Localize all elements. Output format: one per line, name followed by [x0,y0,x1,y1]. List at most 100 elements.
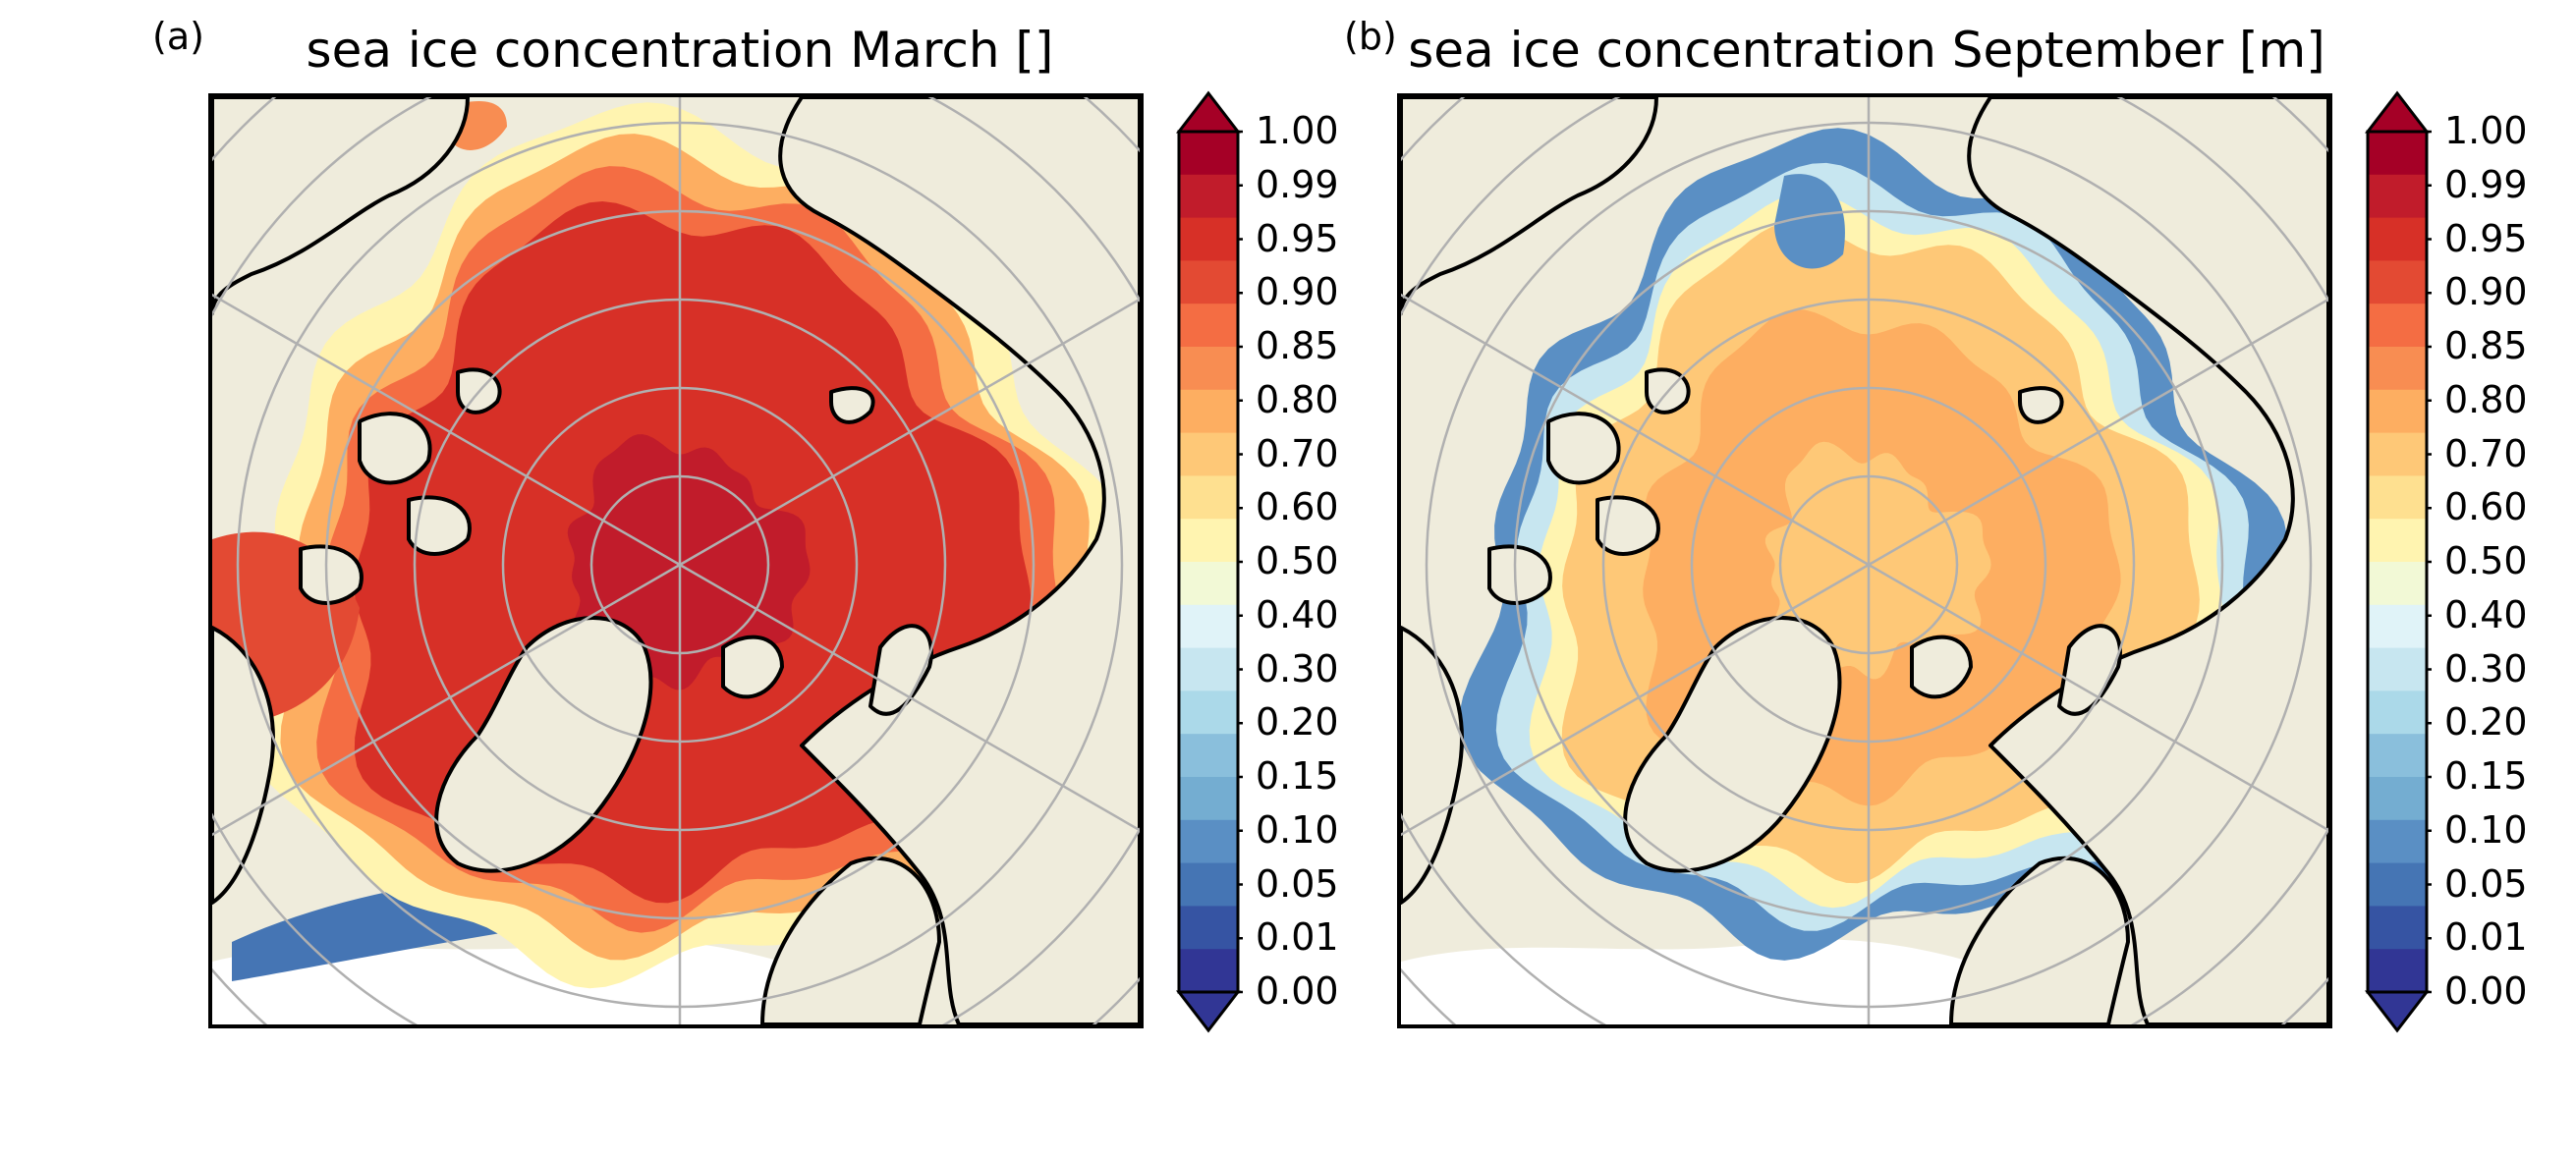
colorbar-tick-label: 0.40 [1256,592,1339,636]
colorbar-tick-label: 0.95 [1256,216,1339,260]
colorbar-under-triangle [2364,990,2431,1033]
colorbar-segment [1179,475,1238,520]
landmass [1949,856,2130,1024]
colorbar-segment [2368,819,2427,864]
landmass [299,544,364,605]
colorbar-tick-label: 0.30 [2444,646,2528,690]
colorbar-tick-label: 0.05 [2444,861,2528,906]
colorbar-tick-label: 1.00 [2444,109,2528,152]
landmass [721,635,784,699]
colorbar-segment [2368,132,2427,176]
colorbar-segment [2368,562,2427,606]
panel-a-colorbar [1175,90,1243,1033]
colorbar-under-triangle [1175,990,1242,1033]
colorbar-segment [1179,217,1238,261]
landmass [1546,412,1621,485]
panel-b-title: sea ice concentration September [m] [1408,22,2325,79]
colorbar-segment [2368,475,2427,520]
landmass [1910,635,1973,699]
colorbar-segment [2368,647,2427,691]
colorbar-tick-label: 0.70 [2444,431,2528,475]
colorbar-tick-label: 0.15 [1256,754,1339,798]
meridian-gridline [679,563,1140,832]
colorbar-segment [1179,389,1238,434]
colorbar-segment [1179,604,1238,649]
landmass [1487,544,1552,605]
colorbar-over-triangle [1175,90,1242,134]
colorbar-segment [1179,304,1238,348]
colorbar-segment [1179,562,1238,606]
meridian-gridline [1401,293,1870,567]
colorbar-segment [2368,862,2427,907]
meridian-gridline [679,298,1140,567]
colorbar-segment [2368,304,2427,348]
panel-b-colorbar [2364,90,2432,1033]
landmass [778,97,1140,1024]
colorbar-tick-label: 0.20 [2444,700,2528,745]
colorbar-segment [1179,777,1238,821]
colorbar-tick-label: 0.01 [1256,915,1339,960]
meridian-gridline [1868,563,2328,832]
colorbar-segment [2368,432,2427,476]
colorbar-tick-label: 0.90 [2444,270,2528,314]
colorbar-segment [2368,389,2427,434]
colorbar-tick-label: 0.80 [1256,377,1339,421]
colorbar-tick-label: 0.10 [1256,807,1339,852]
landmass [358,412,432,485]
colorbar-tick-label: 0.00 [1256,969,1339,1013]
colorbar-segment [1179,734,1238,778]
colorbar-tick-label: 1.00 [1256,109,1339,152]
colorbar-tick-label: 0.50 [2444,539,2528,582]
colorbar-segment [1179,519,1238,563]
landmass [829,386,875,424]
colorbar-tick-label: 0.60 [1256,485,1339,529]
landmass [868,624,933,716]
panel-a-map-svg [212,97,1140,1024]
colorbar-segment [1179,862,1238,907]
colorbar-tick-label: 0.95 [2444,216,2528,260]
colorbar-segment [2368,347,2427,391]
colorbar-segment [1179,174,1238,219]
colorbar-segment [1179,432,1238,476]
colorbar-segment [2368,519,2427,563]
colorbar-segment [1179,347,1238,391]
landmass [1596,495,1660,556]
colorbar-segment [1179,260,1238,304]
colorbar-tick-label: 0.01 [2444,915,2528,960]
colorbar-segment [2368,217,2427,261]
landmass [407,495,472,556]
meridian-gridline [212,293,681,567]
colorbar-tick-label: 0.70 [1256,431,1339,475]
colorbar-tick-label: 0.85 [1256,324,1339,367]
panel-a-map [208,93,1144,1028]
colorbar-tick-label: 0.00 [2444,969,2528,1013]
colorbar-tick-label: 0.85 [2444,324,2528,367]
colorbar-segment [2368,734,2427,778]
colorbar-segment [1179,132,1238,176]
colorbar-segment [1179,949,1238,993]
colorbar-segment [1179,647,1238,691]
colorbar-tick-label: 0.15 [2444,754,2528,798]
colorbar-segment [2368,777,2427,821]
colorbar-tick-label: 0.30 [1256,646,1339,690]
colorbar-tick-label: 0.20 [1256,700,1339,745]
panel-b-map [1397,93,2332,1028]
colorbar-tick-label: 0.10 [2444,807,2528,852]
meridian-gridline [1868,298,2328,567]
colorbar-segment [1179,819,1238,864]
panel-a-label: (a) [152,15,204,58]
colorbar-segment [2368,906,2427,950]
meridian-gridline [1401,563,1870,837]
landmass [2057,624,2122,716]
colorbar-segment [2368,260,2427,304]
colorbar-segment [1179,906,1238,950]
colorbar-tick-label: 0.80 [2444,377,2528,421]
colorbar-over-triangle [2364,90,2431,134]
colorbar-segment [1179,690,1238,735]
landmass [760,856,941,1024]
panel-b-label: (b) [1344,15,1397,58]
panel-a-title: sea ice concentration March [] [306,22,1054,79]
colorbar-segment [2368,690,2427,735]
colorbar-tick-label: 0.60 [2444,485,2528,529]
meridian-gridline [212,563,681,837]
